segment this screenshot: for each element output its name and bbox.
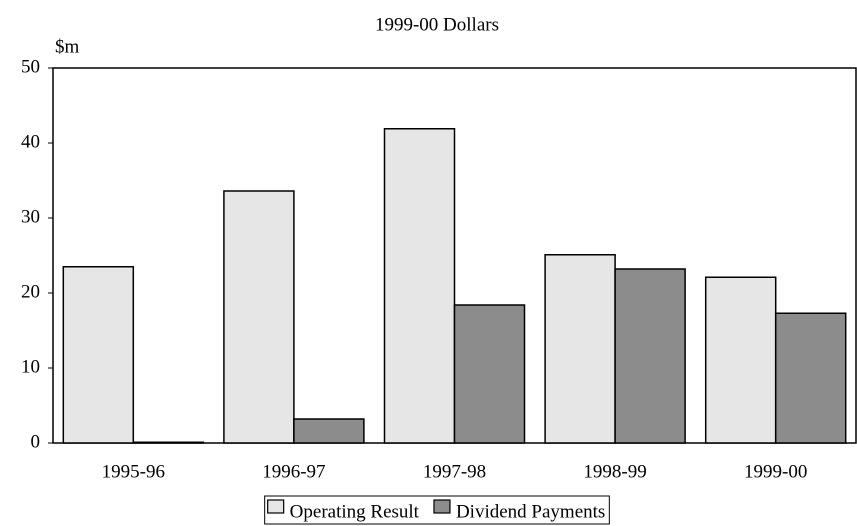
y-tick-label: 40 bbox=[21, 131, 40, 152]
legend: Operating Result Dividend Payments bbox=[264, 495, 610, 525]
chart-title: 1999-00 Dollars bbox=[375, 14, 499, 35]
bar bbox=[223, 190, 295, 444]
y-axis-label: $m bbox=[55, 36, 80, 57]
bar bbox=[774, 312, 847, 444]
legend-swatch bbox=[267, 499, 285, 514]
y-tick-label: 30 bbox=[21, 206, 40, 227]
x-tick-label: 1999-00 bbox=[744, 461, 807, 482]
bar bbox=[614, 268, 686, 444]
x-tick-label: 1995-96 bbox=[102, 461, 165, 482]
legend-swatch bbox=[433, 499, 451, 514]
bar bbox=[383, 128, 456, 444]
bar bbox=[704, 276, 777, 444]
x-tick-label: 1997-98 bbox=[423, 461, 486, 482]
y-tick-label: 50 bbox=[21, 56, 40, 77]
legend-label: Operating Result bbox=[290, 501, 420, 522]
bar bbox=[62, 266, 135, 444]
legend-label: Dividend Payments bbox=[456, 501, 605, 522]
bar bbox=[293, 418, 365, 444]
x-tick-label: 1998-99 bbox=[583, 461, 646, 482]
bar bbox=[132, 441, 205, 444]
x-tick-label: 1996-97 bbox=[262, 461, 325, 482]
bar bbox=[453, 304, 526, 444]
legend-frame bbox=[264, 495, 610, 525]
y-tick-label: 20 bbox=[21, 281, 40, 302]
y-tick-label: 0 bbox=[31, 431, 41, 452]
bar bbox=[544, 254, 616, 444]
y-tick-label: 10 bbox=[21, 356, 40, 377]
